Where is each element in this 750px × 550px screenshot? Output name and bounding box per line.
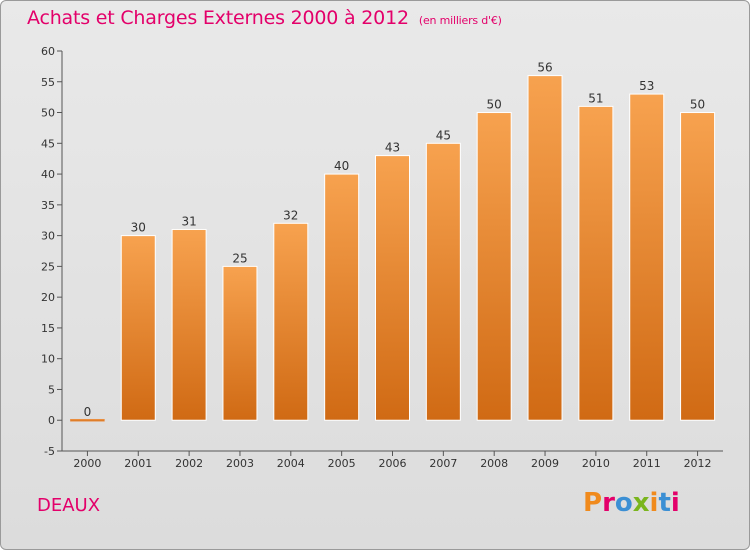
bar-2005 [324,173,360,421]
y-tick-label: 40 [41,168,55,181]
x-tick-label-2005: 2005 [328,457,356,470]
chart-bars [70,75,716,422]
data-label-2008: 50 [487,98,502,112]
y-tick-label: 10 [41,353,55,366]
y-tick-label: 45 [41,137,55,150]
logo-letter: t [658,488,671,518]
data-label-2003: 25 [232,251,247,265]
y-tick-label: 60 [41,45,55,58]
x-tick-label-2011: 2011 [633,457,661,470]
y-tick-label: 15 [41,322,55,335]
data-label-2006: 43 [385,141,400,155]
x-tick-label-2004: 2004 [277,457,305,470]
bar-2009 [527,75,563,421]
chart-title: Achats et Charges Externes 2000 à 2012 (e… [27,7,502,29]
x-tick-label-2003: 2003 [226,457,254,470]
y-tick-label: 20 [41,291,55,304]
bar-2007 [425,142,461,421]
data-label-2012: 50 [690,98,705,112]
logo-letter: r [602,488,615,518]
data-label-2001: 30 [131,221,146,235]
x-tick-label-2002: 2002 [175,457,203,470]
bar-2006 [375,155,410,421]
data-label-2004: 32 [283,208,298,222]
bar-2000 [70,418,105,422]
logo-letter: o [614,488,633,518]
x-tick-label-2010: 2010 [582,457,610,470]
y-tick-label: 0 [48,414,55,427]
logo-letter: i [670,488,680,518]
x-tick-label-2000: 2000 [73,457,101,470]
y-tick-label: 55 [41,76,55,89]
y-tick-label: 50 [41,107,55,120]
data-label-2010: 51 [588,91,603,105]
y-tick-label: -5 [44,445,55,458]
bar-2001 [120,235,156,421]
logo-letter: x [632,488,650,518]
commune-name: DEAUX [37,495,101,516]
y-tick-label: 5 [48,383,55,396]
bar-2008 [476,112,512,421]
data-label-2000: 0 [84,405,92,419]
chart-data-labels: 0 30 31 25 32 40 43 45 50 56 51 53 50 [84,61,706,420]
y-tick-label: 30 [41,230,55,243]
proxiti-logo: Proxiti [583,488,680,518]
data-label-2002: 31 [181,214,196,228]
data-label-2011: 53 [639,79,654,93]
x-tick-label-2001: 2001 [124,457,152,470]
x-tick-label-2006: 2006 [379,457,407,470]
bar-2004 [273,222,309,421]
data-label-2009: 56 [537,61,552,75]
y-tick-label: 25 [41,260,55,273]
logo-letter: P [583,488,603,518]
chart-title-text: Achats et Charges Externes 2000 à 2012 [27,7,409,29]
x-tick-label-2012: 2012 [684,457,712,470]
chart-subtitle: (en milliers d'€) [418,14,502,27]
data-label-2007: 45 [436,128,451,142]
bar-2011 [629,93,665,421]
x-tick-label-2008: 2008 [480,457,508,470]
y-tick-label: 35 [41,199,55,212]
x-tick-label-2009: 2009 [531,457,559,470]
bar-2012 [680,112,716,421]
logo-letter: i [649,488,659,518]
x-tick-label-2007: 2007 [429,457,457,470]
bar-2010 [578,105,614,421]
data-label-2005: 40 [334,159,349,173]
bar-2002 [171,228,207,421]
bar-2003 [222,265,258,421]
